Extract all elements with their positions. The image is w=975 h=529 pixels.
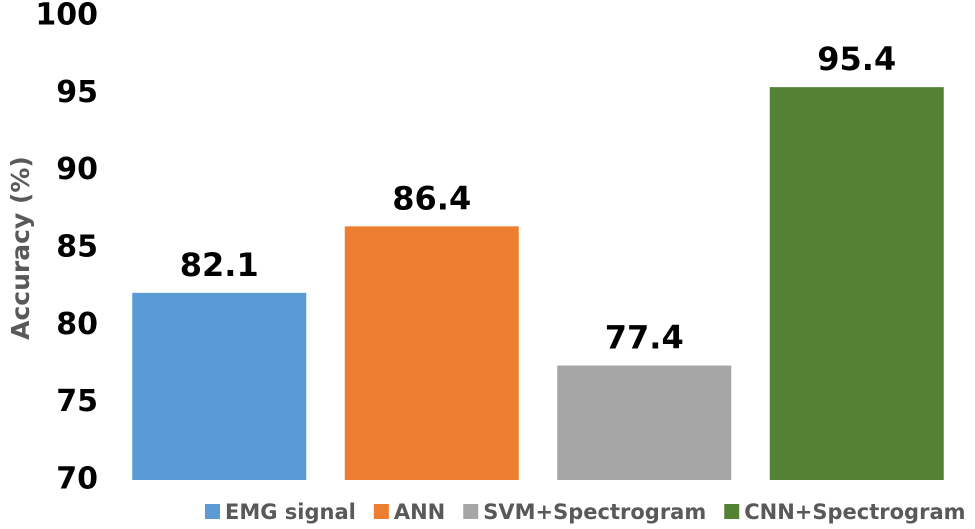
legend-label: CNN+Spectrogram: [744, 500, 965, 524]
bar: [132, 292, 307, 480]
bar: [769, 87, 944, 480]
y-tick-label: 100: [35, 0, 98, 33]
legend-label: EMG signal: [225, 500, 356, 524]
y-tick-label: 75: [56, 384, 98, 419]
y-tick-label: 70: [56, 462, 98, 497]
data-label: 77.4: [605, 319, 684, 357]
legend-label: SVM+Spectrogram: [483, 500, 706, 524]
legend-swatch: [373, 504, 389, 519]
legend-swatch: [205, 504, 220, 519]
y-axis-title: Accuracy (%): [6, 156, 35, 340]
data-label: 82.1: [180, 246, 259, 284]
y-tick-label: 90: [56, 152, 98, 187]
bar: [557, 365, 732, 480]
legend-swatch: [724, 504, 740, 519]
legend-swatch: [463, 504, 479, 519]
bar: [344, 226, 519, 480]
legend-label: ANN: [394, 500, 445, 524]
y-tick-label: 85: [56, 230, 98, 265]
data-label: 86.4: [392, 179, 471, 217]
y-tick-label: 80: [56, 307, 98, 342]
y-tick-label: 95: [56, 75, 98, 110]
data-label: 95.4: [817, 40, 896, 78]
